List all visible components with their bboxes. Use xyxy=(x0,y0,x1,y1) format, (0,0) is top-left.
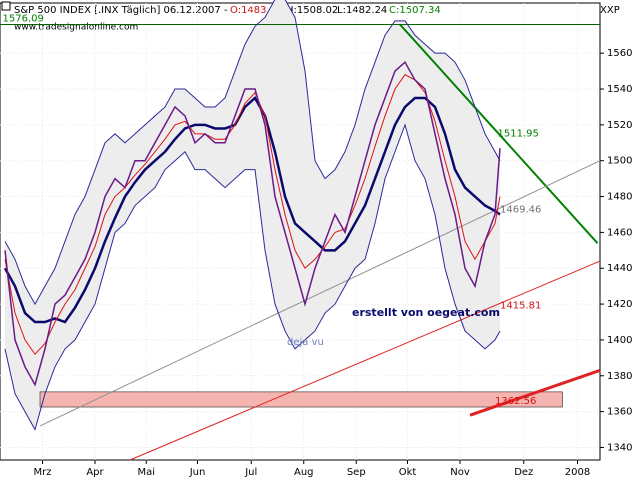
x-tick-label: Mai xyxy=(137,467,155,478)
axis-name: XXP xyxy=(600,5,620,16)
y-tick-label: 1340 xyxy=(607,442,632,453)
level-label: 1362.56 xyxy=(495,396,536,407)
x-tick-label: Mrz xyxy=(34,467,52,478)
x-tick-label: 2008 xyxy=(565,467,590,478)
credit: erstellt von oegeat.com xyxy=(352,306,500,319)
y-tick-label: 1400 xyxy=(607,335,632,346)
y-tick-label: 1560 xyxy=(607,48,632,59)
y-tick-label: 1360 xyxy=(607,407,632,418)
y-tick-label: 1420 xyxy=(607,299,632,310)
y-tick-label: 1440 xyxy=(607,263,632,274)
plot-area: 1340 1360 1380 1400 1420 1440 1460 1480 1500 1520… xyxy=(0,0,632,478)
x-tick-label: Nov xyxy=(450,467,470,478)
trendline xyxy=(399,23,599,244)
support-zone xyxy=(39,391,563,408)
series-line xyxy=(4,60,501,387)
trendline xyxy=(469,368,601,417)
x-tick-label: Apr xyxy=(86,467,104,478)
x-tick-label: Aug xyxy=(294,467,314,478)
x-tick-label: Jul xyxy=(244,467,257,478)
level-label: 1576.09 xyxy=(3,13,44,24)
open-value: O:1483.58 xyxy=(230,5,282,16)
series-line xyxy=(4,123,501,431)
series-line xyxy=(3,96,501,324)
band-fill xyxy=(5,0,500,430)
header: S&P 500 INDEX [.INX Täglich] 06.12.2007 … xyxy=(1,1,620,33)
y-tick-label: 1500 xyxy=(607,156,632,167)
x-tick-label: Okt xyxy=(399,467,417,478)
trendline xyxy=(39,160,601,427)
level-label: 1415.81 xyxy=(500,301,541,312)
x-tick-label: Jun xyxy=(189,467,206,478)
x-tick-label: Dez xyxy=(514,467,533,478)
watermark: www.tradesignalonline.com xyxy=(14,23,138,33)
series-line xyxy=(4,74,501,356)
level-label: 1469.46 xyxy=(500,204,541,215)
trendline xyxy=(129,260,601,461)
y-tick-label: 1520 xyxy=(607,120,632,131)
y-tick-label: 1380 xyxy=(607,371,632,382)
level-label: 1511.95 xyxy=(498,128,539,139)
y-tick-label: 1540 xyxy=(607,84,632,95)
y-tick-label: 1460 xyxy=(607,227,632,238)
header-icon xyxy=(1,1,11,11)
low-value: L:1482.24 xyxy=(337,5,387,16)
close-value: C:1507.34 xyxy=(389,5,441,16)
y-tick-label: 1480 xyxy=(607,192,632,203)
chart-title: S&P 500 INDEX [.INX Täglich] 06.12.2007 … xyxy=(14,5,228,16)
x-tick-label: Sep xyxy=(347,467,366,478)
series-line xyxy=(4,0,501,306)
note: deja vu xyxy=(287,337,324,348)
high-value: H:1508.02 xyxy=(286,5,338,16)
